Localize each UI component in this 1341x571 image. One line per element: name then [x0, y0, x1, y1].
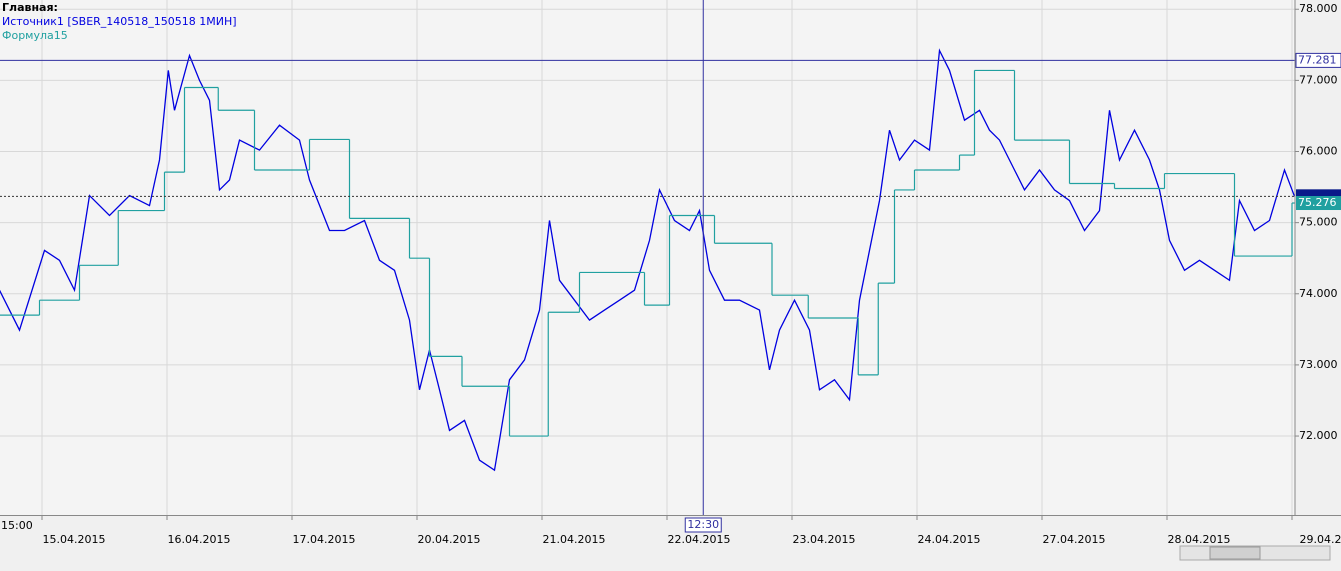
- x-axis-area: [0, 515, 1341, 567]
- y-tick-label: 72.000: [1299, 429, 1338, 442]
- x-tick-label: 15.04.2015: [43, 533, 106, 546]
- crosshair-x-badge: [684, 517, 722, 533]
- y-tick-label: 73.000: [1299, 358, 1338, 371]
- panel-title: Главная:: [2, 1, 58, 14]
- scrollbar-thumb[interactable]: [1209, 546, 1261, 560]
- x-tick-label: 20.04.2015: [418, 533, 481, 546]
- legend-entry: Источник1 [SBER_140518_150518 1МИН]: [2, 15, 237, 28]
- y-tick-label: 74.000: [1299, 287, 1338, 300]
- last-value-badge: [1296, 196, 1341, 211]
- x-tick-label: 21.04.2015: [543, 533, 606, 546]
- legend-entry: Формула15: [2, 29, 68, 42]
- x-tick-label: 29.04.20: [1300, 533, 1341, 546]
- x-tick-label: 27.04.2015: [1043, 533, 1106, 546]
- y-tick-label: 78.000: [1299, 2, 1338, 15]
- x-tick-label: 16.04.2015: [168, 533, 231, 546]
- y-tick-label: 76.000: [1299, 145, 1338, 158]
- grid: [0, 0, 1295, 515]
- x-tick-label: 22.04.2015: [668, 533, 731, 546]
- crosshair-x-label: 12:30: [687, 518, 719, 531]
- x-start-label: 15:00: [1, 519, 33, 532]
- y-tick-label: 77.000: [1299, 73, 1338, 86]
- y-tick-label: 75.000: [1299, 216, 1338, 229]
- y-axis-area: [1295, 0, 1341, 515]
- x-tick-label: 24.04.2015: [918, 533, 981, 546]
- axes: 72.000 73.000 74.000 75.000 76.000 77.000 78.0…: [41, 2, 1341, 546]
- x-tick-label: 28.04.2015: [1168, 533, 1231, 546]
- last-value-label: 75.276: [1298, 196, 1337, 209]
- x-tick-label: 17.04.2015: [293, 533, 356, 546]
- crosshair-y-label: 77.281: [1298, 53, 1337, 66]
- marks: [0, 0, 1296, 515]
- plot-area: [0, 0, 1295, 515]
- crosshair-y-badge: [1295, 52, 1341, 68]
- x-tick-label: 23.04.2015: [793, 533, 856, 546]
- price-line: [0, 48, 1296, 472]
